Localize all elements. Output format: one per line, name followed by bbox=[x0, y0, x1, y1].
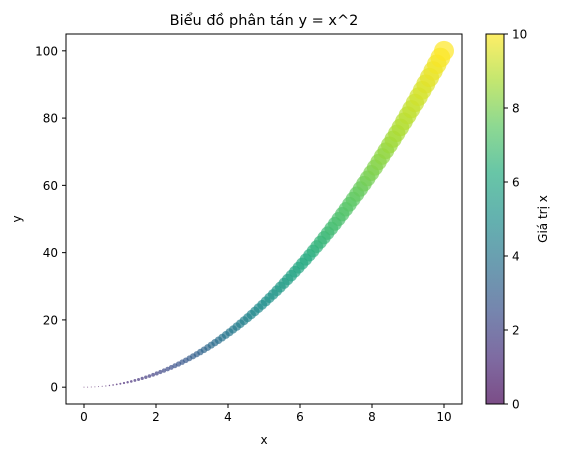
data-point bbox=[119, 382, 122, 385]
data-point bbox=[129, 380, 133, 383]
x-tick-label: 8 bbox=[368, 410, 376, 424]
data-point bbox=[140, 376, 144, 381]
x-axis-label: x bbox=[260, 433, 267, 447]
data-point bbox=[90, 386, 92, 388]
y-tick-label: 0 bbox=[50, 381, 58, 395]
x-tick-label: 6 bbox=[296, 410, 304, 424]
data-point bbox=[165, 366, 170, 372]
y-tick-label: 60 bbox=[43, 179, 58, 193]
colorbar-tick-label: 10 bbox=[512, 28, 527, 42]
data-point bbox=[137, 377, 141, 381]
data-points bbox=[83, 40, 454, 388]
colorbar-tick-label: 2 bbox=[512, 324, 520, 338]
data-point bbox=[98, 386, 100, 388]
x-tick-label: 4 bbox=[224, 410, 232, 424]
y-tick-label: 40 bbox=[43, 246, 58, 260]
x-tick-label: 0 bbox=[80, 410, 88, 424]
data-point bbox=[133, 379, 137, 382]
y-axis-label: y bbox=[10, 215, 24, 222]
data-point bbox=[105, 385, 107, 387]
data-point bbox=[112, 384, 114, 386]
plot-frame bbox=[65, 33, 463, 405]
x-tick-label: 10 bbox=[436, 410, 451, 424]
x-tick-label: 2 bbox=[152, 410, 160, 424]
x-axis-ticks: 0 2 4 6 8 10 bbox=[80, 404, 452, 424]
data-point bbox=[158, 369, 163, 375]
data-point bbox=[101, 385, 103, 387]
data-point bbox=[108, 384, 111, 387]
colorbar-tick-label: 4 bbox=[512, 250, 520, 264]
data-point bbox=[94, 386, 96, 388]
colorbar-tick-label: 0 bbox=[512, 398, 520, 412]
y-axis-ticks: 0 20 40 60 80 100 bbox=[35, 44, 66, 395]
data-point bbox=[126, 381, 129, 384]
colorbar: 0 2 4 6 8 10 Giá trị x bbox=[485, 28, 550, 412]
y-tick-label: 80 bbox=[43, 112, 58, 126]
data-point bbox=[87, 386, 89, 388]
colorbar-tick-label: 8 bbox=[512, 102, 520, 116]
y-tick-label: 100 bbox=[35, 44, 58, 58]
data-point bbox=[161, 368, 167, 373]
colorbar-frame bbox=[485, 33, 505, 405]
data-point bbox=[115, 383, 118, 386]
y-tick-label: 20 bbox=[43, 313, 58, 327]
data-point bbox=[154, 371, 159, 376]
colorbar-tick-label: 6 bbox=[512, 176, 520, 190]
colorbar-ticks: 0 2 4 6 8 10 bbox=[504, 28, 527, 412]
data-point bbox=[434, 40, 454, 61]
data-point bbox=[122, 381, 126, 385]
colorbar-label: Giá trị x bbox=[536, 195, 550, 243]
data-point bbox=[151, 372, 156, 377]
data-point bbox=[147, 374, 152, 378]
colorbar-gradient bbox=[486, 34, 504, 404]
data-point bbox=[83, 386, 85, 388]
chart-title: Biểu đồ phân tán y = x^2 bbox=[170, 12, 359, 29]
data-point bbox=[144, 375, 148, 379]
